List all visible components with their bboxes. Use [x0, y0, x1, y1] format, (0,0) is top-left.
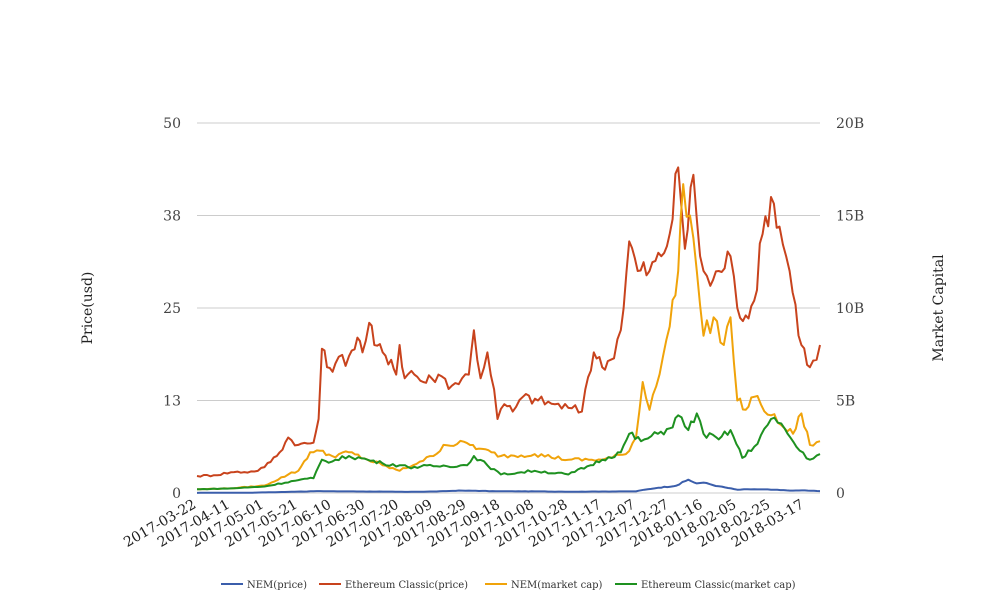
y-axis-right-title: Market Capital [931, 254, 947, 362]
series-line-0 [196, 478, 821, 494]
series-line-1 [196, 166, 821, 478]
right-axis-ticks: 20B 15B 10B 5B 0 [836, 116, 864, 502]
legend-label: NEM(price) [247, 580, 307, 591]
series-lines [196, 166, 821, 494]
y-right-tick-label: 0 [836, 486, 845, 502]
y-right-tick-label: 10B [836, 301, 864, 317]
y-left-tick-label: 50 [163, 116, 181, 132]
y-right-tick-label: 5B [836, 394, 855, 410]
left-axis-ticks: 50 38 25 13 0 [163, 116, 181, 502]
gridlines [197, 122, 820, 494]
y-left-tick-label: 38 [163, 209, 181, 225]
series-line-3 [196, 412, 821, 491]
y-axis-left-title: Price(usd) [80, 272, 96, 345]
legend-label: Ethereum Classic(market cap) [641, 580, 796, 591]
y-left-tick-label: 0 [172, 486, 181, 502]
x-axis-ticks: 2017-03-222017-04-112017-05-012017-05-21… [121, 497, 807, 551]
legend-label: Ethereum Classic(price) [345, 580, 468, 591]
y-left-tick-label: 25 [163, 301, 181, 317]
y-left-tick-label: 13 [163, 394, 181, 410]
legend: NEM(price) Ethereum Classic(price) NEM(mar… [221, 580, 796, 591]
legend-label: NEM(market cap) [511, 580, 603, 591]
y-right-tick-label: 20B [836, 116, 864, 132]
y-right-tick-label: 15B [836, 209, 864, 225]
series-line-2 [197, 183, 821, 491]
